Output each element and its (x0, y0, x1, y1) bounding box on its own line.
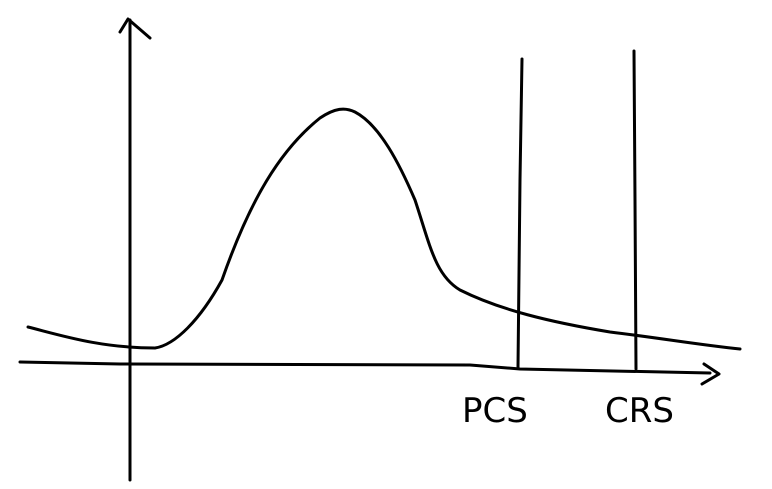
x-axis (18, 360, 712, 375)
y-axis-arrowhead (118, 17, 152, 40)
distribution-curve (26, 107, 742, 351)
pcs-threshold-line (516, 57, 524, 369)
crs-threshold-line (632, 49, 638, 371)
x-axis-arrowhead (700, 362, 721, 386)
pcs-label: PCS (462, 391, 528, 431)
crs-label: CRS (605, 391, 674, 431)
